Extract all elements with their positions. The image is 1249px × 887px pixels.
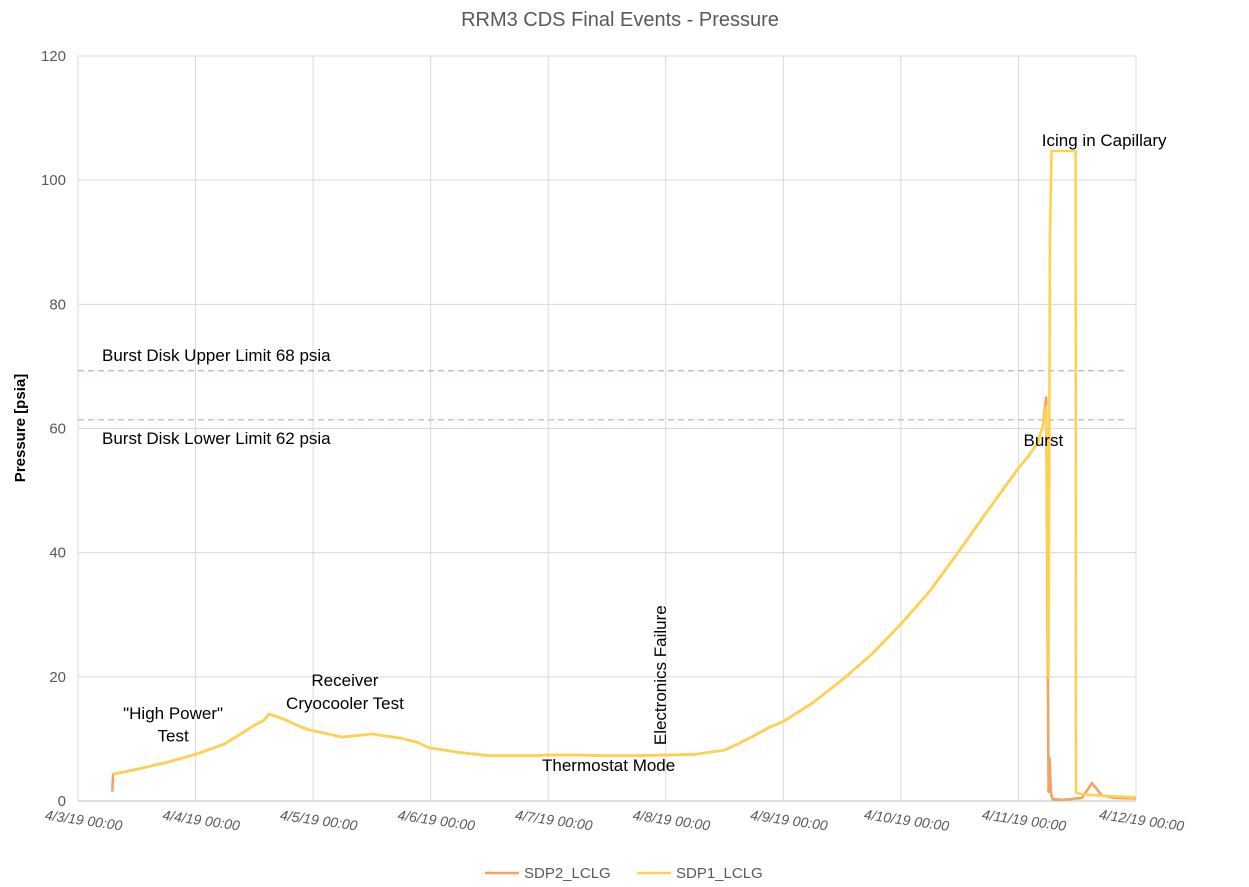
chart-title: RRM3 CDS Final Events - Pressure	[461, 9, 779, 31]
burst-disk-limit-label: Burst Disk Upper Limit 68 psia	[102, 346, 331, 365]
x-tick-label: 4/6/19 00:00	[397, 807, 477, 834]
legend-label: SDP1_LCLG	[676, 865, 763, 882]
y-tick-label: 40	[49, 545, 66, 562]
annotation-label: Electronics Failure	[651, 605, 670, 745]
y-tick-label: 120	[41, 48, 66, 65]
reference-lines: Burst Disk Upper Limit 68 psia Burst Disk…	[78, 346, 1125, 448]
x-tick-label: 4/4/19 00:00	[162, 807, 242, 834]
x-tick-label: 4/3/19 00:00	[44, 807, 124, 834]
annotation-label: Icing in Capillary	[1042, 131, 1167, 150]
series-line-sdp1-lclg	[112, 149, 1137, 799]
y-tick-label: 100	[41, 172, 66, 189]
y-tick-label: 80	[49, 296, 66, 313]
y-tick-label: 0	[58, 793, 66, 810]
x-tick-label: 4/11/19 00:00	[981, 806, 1067, 834]
burst-disk-limit-label: Burst Disk Lower Limit 62 psia	[102, 429, 331, 448]
annotation-label: Thermostat Mode	[542, 756, 675, 775]
x-tick-label: 4/9/19 00:00	[749, 807, 829, 834]
legend-label: SDP2_LCLG	[524, 865, 611, 882]
x-tick-label: 4/10/19 00:00	[863, 806, 950, 834]
series-layer	[111, 149, 1137, 802]
y-tick-label: 20	[49, 669, 66, 686]
legend: SDP2_LCLG SDP1_LCLG	[485, 865, 763, 882]
y-tick-label: 60	[49, 421, 66, 438]
x-tick-label: 4/8/19 00:00	[632, 807, 712, 834]
y-axis-label: Pressure [psia]	[12, 374, 29, 482]
x-tick-label: 4/7/19 00:00	[514, 807, 594, 834]
x-tick-label: 4/5/19 00:00	[279, 807, 359, 834]
annotation-label: Cryocooler Test	[286, 694, 404, 713]
x-tick-label: 4/12/19 00:00	[1098, 806, 1185, 834]
gridlines	[77, 55, 1137, 802]
series-line-sdp2-lclg	[111, 396, 1137, 802]
annotation-label: Test	[158, 726, 189, 745]
annotation-label: Receiver	[311, 671, 378, 690]
annotation-label: "High Power"	[123, 704, 223, 723]
annotations: "High Power" Test Receiver Cryocooler Test T…	[123, 131, 1167, 775]
annotation-label: Burst	[1023, 431, 1063, 450]
